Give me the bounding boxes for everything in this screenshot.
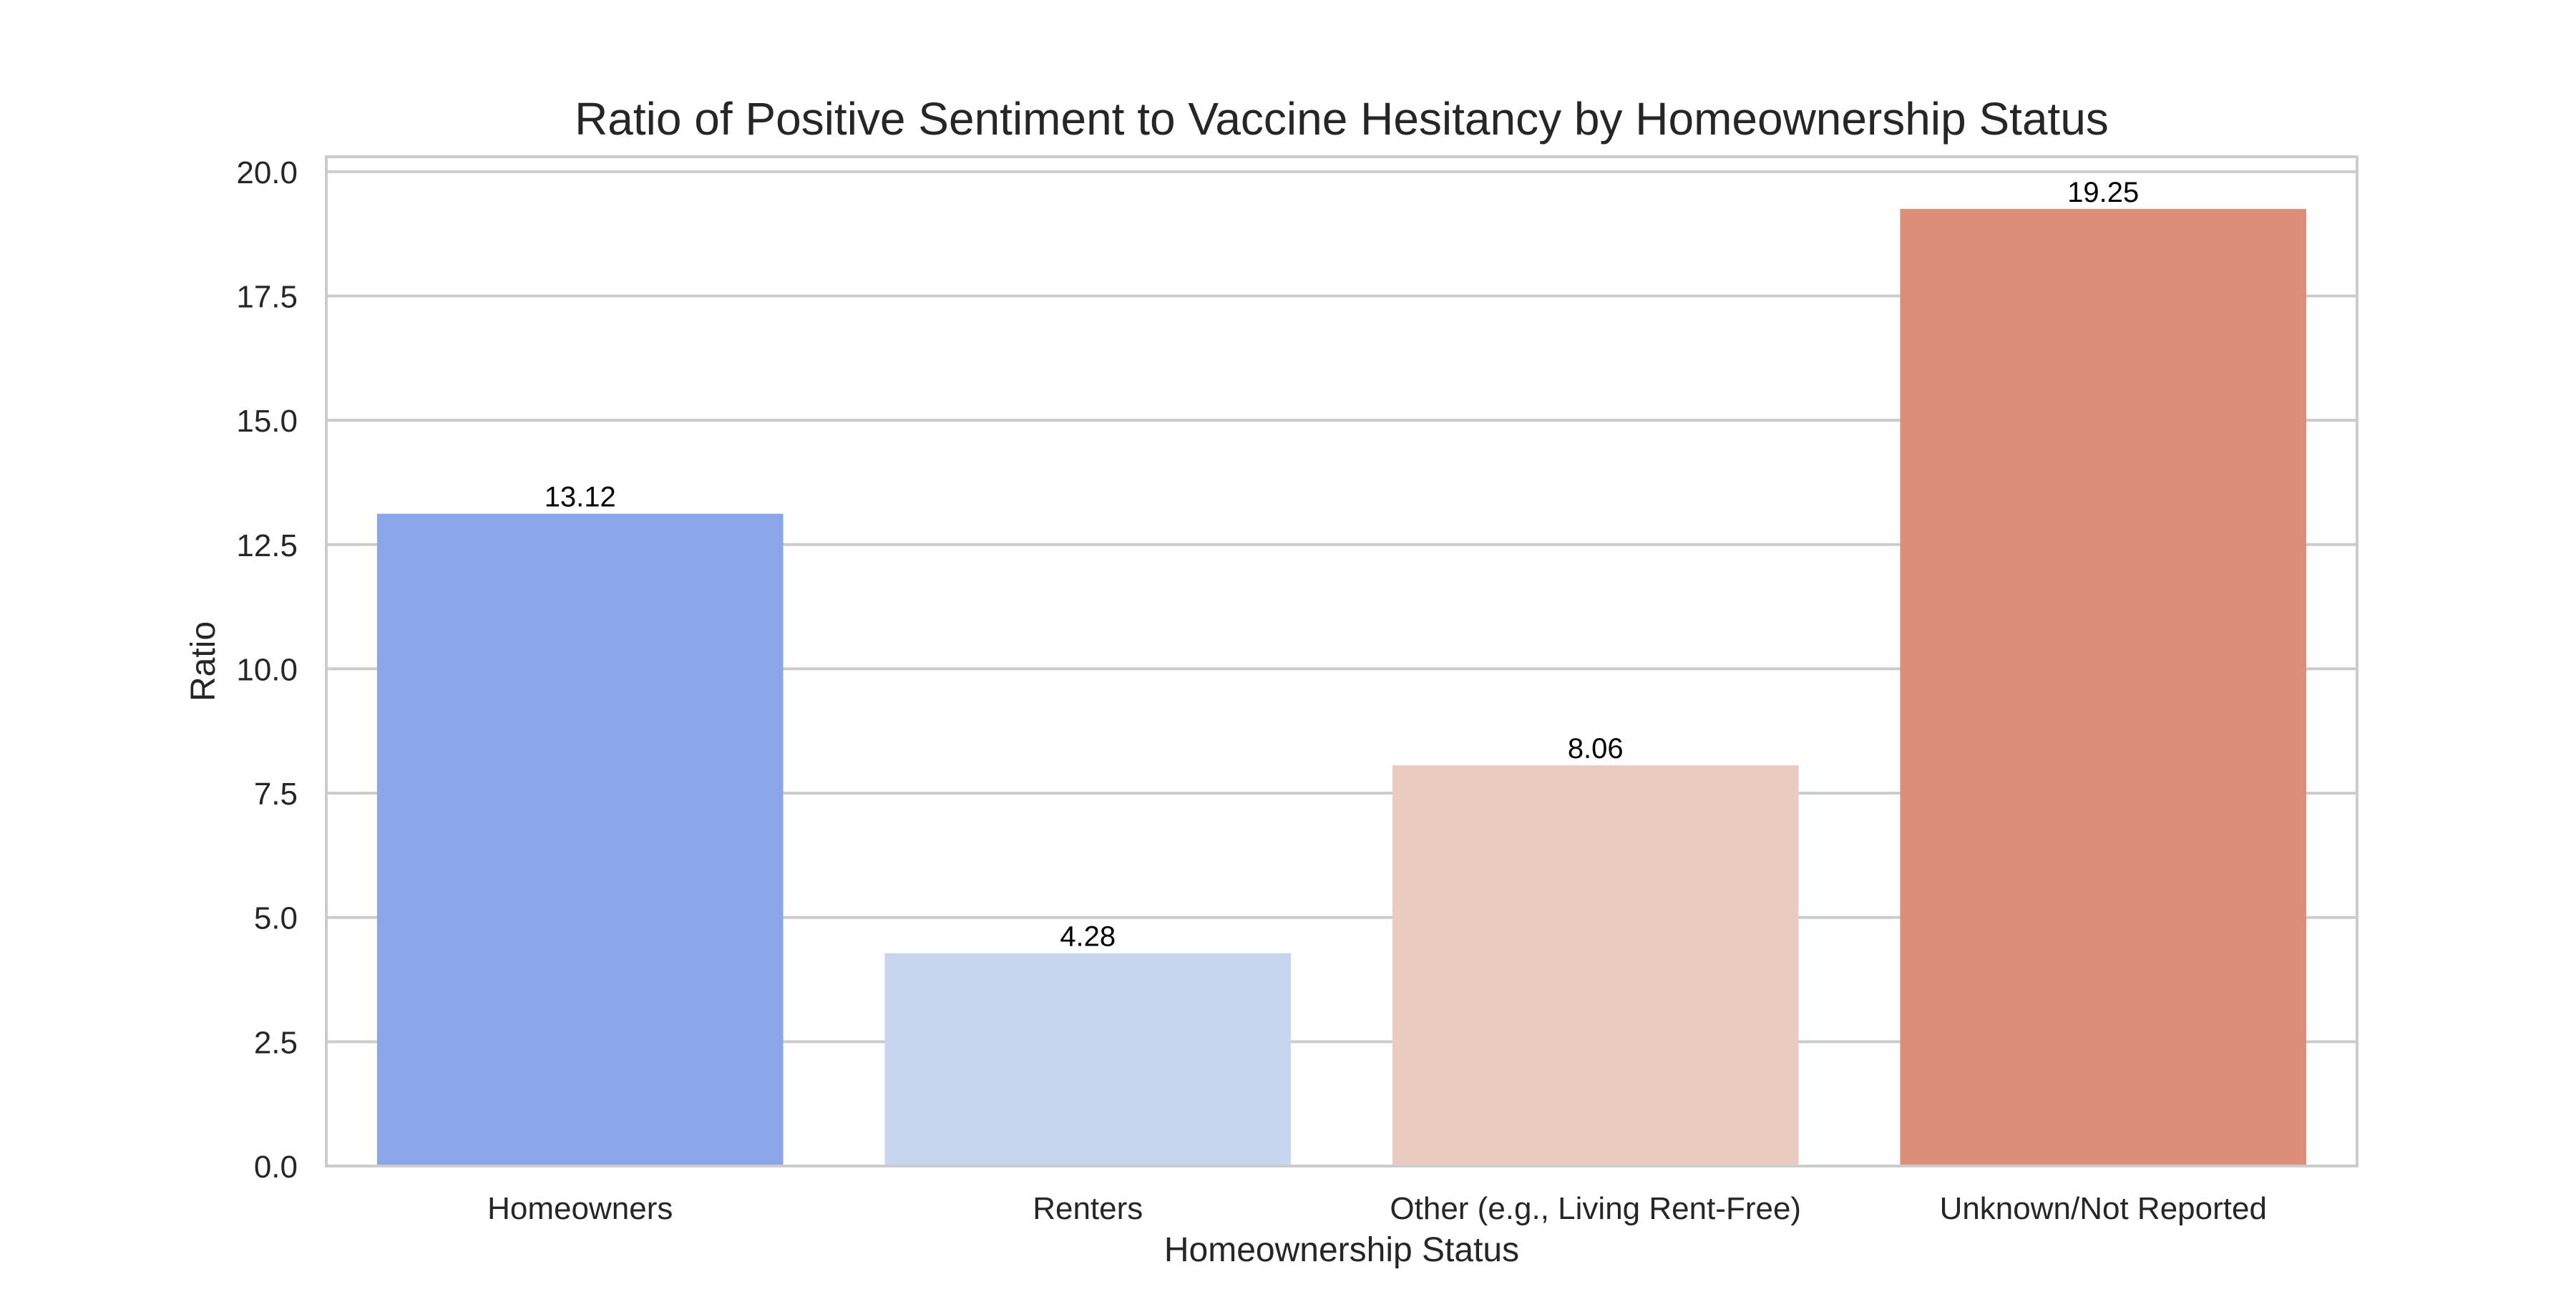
y-tick-label: 20.0 [236,155,298,190]
value-labels: 13.12 4.28 8.06 19.25 [545,177,2140,953]
bars [376,208,2307,1166]
bar [1392,765,1799,1166]
plot-frame [325,155,2358,1167]
x-tick-label: Other (e.g., Living Rent-Free) [1390,1191,1801,1226]
bar-value-label: 19.25 [2067,177,2139,208]
bar [376,513,784,1166]
bar [1900,208,2307,1166]
x-tick-label: Unknown/Not Reported [1940,1191,2267,1226]
y-tick-label: 2.5 [254,1025,298,1060]
y-tick-label: 15.0 [236,404,298,439]
y-axis-label: Ratio [185,621,223,701]
y-tick-label: 5.0 [254,901,298,936]
y-tick-label: 17.5 [236,279,298,314]
bar-value-label: 13.12 [545,482,616,513]
y-tick-labels: 0.0 2.5 5.0 7.5 10.0 12.5 15.0 17.5 20.0 [236,155,298,1185]
x-axis-label: Homeownership Status [1164,1231,1519,1269]
bar [884,953,1292,1166]
x-tick-labels: Homeowners Renters Other (e.g., Living Ren… [487,1191,2267,1226]
y-tick-label: 7.5 [254,777,298,812]
y-tick-label: 12.5 [236,528,298,563]
bar-value-label: 8.06 [1568,733,1624,764]
x-tick-label: Renters [1033,1191,1143,1226]
bar-value-label: 4.28 [1060,921,1116,953]
y-tick-label: 10.0 [236,652,298,687]
y-tick-label: 0.0 [254,1150,298,1185]
chart-title: Ratio of Positive Sentiment to Vaccine H… [575,93,2109,145]
x-tick-label: Homeowners [487,1191,673,1226]
